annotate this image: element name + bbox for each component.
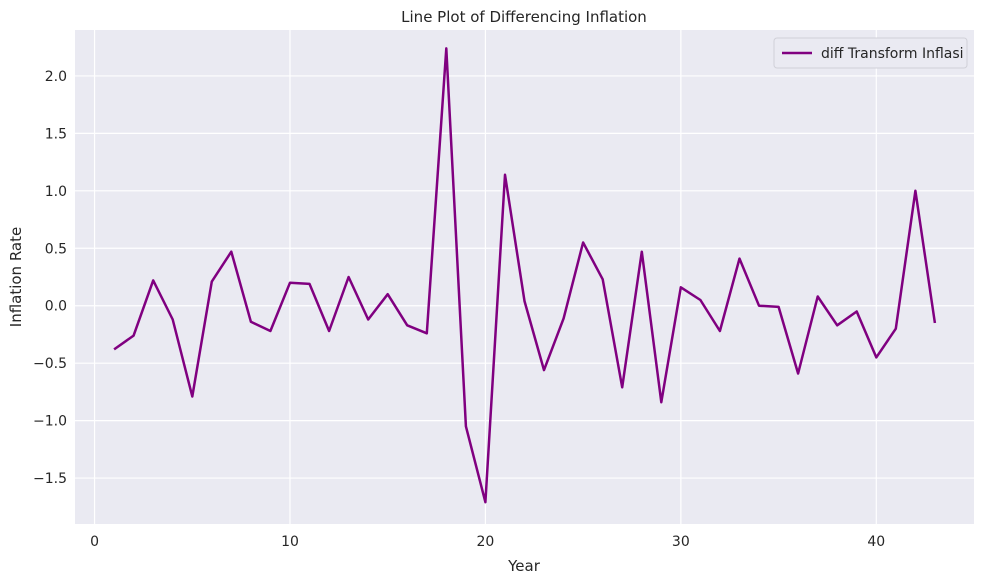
legend-label: diff Transform Inflasi bbox=[821, 46, 964, 62]
x-tick-label: 0 bbox=[90, 534, 99, 550]
grid bbox=[75, 30, 974, 524]
y-tick-label: −1.0 bbox=[33, 414, 67, 430]
legend: diff Transform Inflasi bbox=[773, 37, 968, 69]
series-group bbox=[113, 47, 937, 504]
y-tick-label: 2.0 bbox=[45, 69, 67, 85]
chart-title: Line Plot of Differencing Inflation bbox=[401, 8, 647, 26]
series-line bbox=[113, 47, 937, 504]
y-tick-label: −1.5 bbox=[33, 471, 67, 487]
x-tick-labels: 0 10 20 30 40 bbox=[90, 534, 885, 550]
y-tick-label: 1.0 bbox=[45, 184, 67, 200]
x-tick-label: 10 bbox=[281, 534, 299, 550]
x-tick-label: 40 bbox=[867, 534, 885, 550]
y-tick-label: 0.0 bbox=[45, 299, 67, 315]
y-axis-label: Inflation Rate bbox=[7, 227, 25, 327]
x-tick-label: 20 bbox=[476, 534, 494, 550]
y-tick-labels: −1.5 −1.0 −0.5 0.0 0.5 1.0 1.5 2.0 bbox=[33, 69, 67, 487]
x-tick-label: 30 bbox=[672, 534, 690, 550]
legend-box bbox=[773, 37, 968, 69]
y-tick-label: 0.5 bbox=[45, 241, 67, 257]
x-axis-label: Year bbox=[507, 557, 541, 575]
plot-background bbox=[75, 30, 974, 524]
y-tick-label: 1.5 bbox=[45, 126, 67, 142]
y-tick-label: −0.5 bbox=[33, 356, 67, 372]
